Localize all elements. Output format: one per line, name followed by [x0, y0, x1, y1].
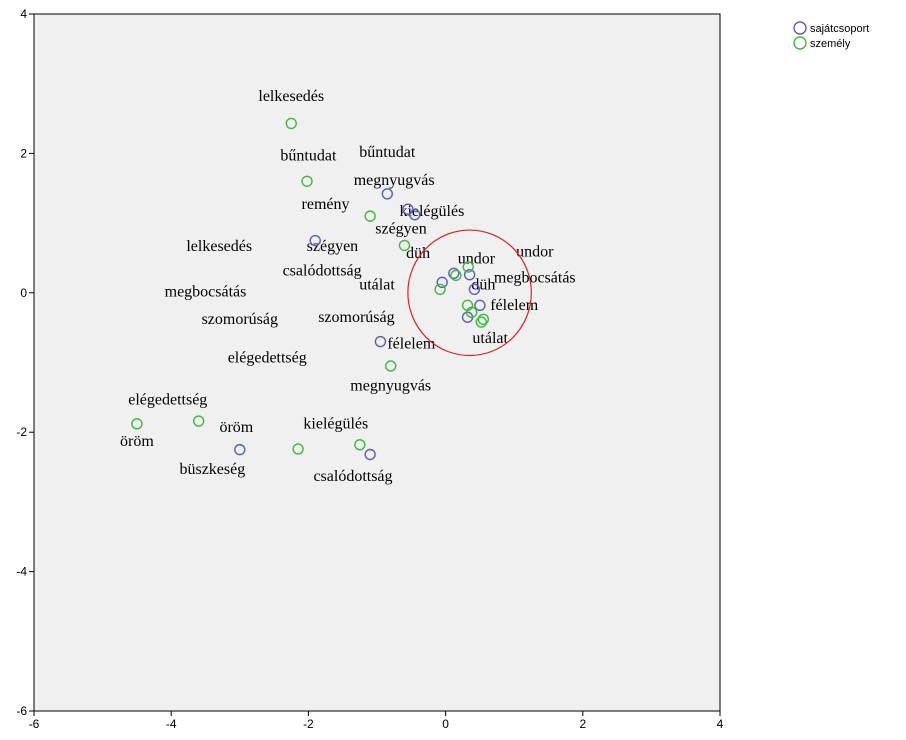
y-tick-label: 2 — [20, 146, 27, 160]
point-személy — [354, 439, 366, 451]
point-sajátcsoport — [436, 276, 448, 289]
y-tick-label: 4 — [20, 7, 27, 21]
point-label: undor — [516, 244, 554, 261]
point-label: undor — [458, 251, 496, 268]
plot-area — [33, 13, 721, 712]
point-label: szomorúság — [318, 309, 394, 326]
point-személy — [385, 360, 397, 372]
highlight-layer — [407, 229, 532, 357]
axis-ticks: -6 -4 -2 0 2 4 -6 -4 -2 0 2 4 — [16, 7, 723, 731]
legend-marker — [793, 36, 807, 50]
point-label: utálat — [472, 330, 508, 347]
y-tick-label: 0 — [20, 286, 27, 300]
point-személy — [398, 239, 411, 252]
point-label: lelkesedés — [186, 238, 252, 255]
x-tick-label: -2 — [303, 717, 314, 731]
point-label: megnyugvás — [354, 172, 435, 189]
point-label: szégyen — [307, 238, 359, 255]
point-személy — [292, 443, 304, 455]
point-sajátcsoport — [463, 268, 476, 281]
point-személy — [192, 415, 205, 427]
point-label: düh — [406, 245, 430, 262]
point-label: düh — [471, 276, 495, 293]
point-label: megnyugvás — [350, 377, 431, 394]
point-személy — [462, 261, 474, 273]
legend-label: sajátcsoport — [810, 23, 869, 35]
point-sajátcsoport — [364, 448, 376, 461]
point-sajátcsoport — [448, 267, 460, 279]
point-személy — [475, 316, 487, 328]
y-tick-label: -2 — [16, 425, 27, 439]
point-sajátcsoport — [309, 234, 321, 247]
point-label: megbocsátás — [494, 269, 576, 286]
point-label: bűntudat — [280, 147, 337, 164]
point-label: bűntudat — [359, 144, 416, 161]
point-sajátcsoport — [234, 443, 246, 456]
point-label: csalódottság — [313, 468, 392, 485]
point-label: megbocsátás — [165, 283, 247, 300]
y-tick-label: -6 — [16, 704, 27, 718]
legend: sajátcsoport személy — [793, 21, 869, 50]
point-label: elégedettség — [128, 391, 207, 408]
point-sajátcsoport — [381, 188, 393, 200]
scatter-points — [131, 117, 490, 461]
point-label: büszkeség — [179, 461, 245, 478]
point-label: öröm — [120, 433, 154, 450]
point-label: csalódottság — [283, 262, 362, 279]
x-tick-label: -4 — [166, 717, 177, 731]
point-személy — [465, 306, 478, 319]
legend-label: személy — [810, 38, 851, 50]
point-személy — [285, 117, 297, 130]
point-label: félelem — [387, 336, 436, 353]
point-label: kielégülés — [399, 203, 464, 220]
point-sajátcsoport — [402, 203, 414, 215]
point-label: remény — [302, 196, 350, 213]
point-személy — [131, 418, 143, 430]
point-sajátcsoport — [409, 209, 421, 221]
point-label: kielégülés — [303, 416, 368, 433]
point-label: utálat — [359, 276, 395, 293]
point-személy — [364, 210, 376, 222]
point-személy — [477, 313, 490, 325]
point-sajátcsoport — [374, 335, 387, 348]
point-label: öröm — [219, 419, 253, 436]
x-tick-label: 2 — [579, 717, 586, 731]
point-label: lelkesedés — [258, 88, 324, 105]
highlight-circle — [407, 229, 532, 357]
legend-marker — [793, 21, 807, 35]
point-személy — [450, 269, 462, 282]
point-sajátcsoport — [468, 283, 481, 296]
point-személy — [434, 283, 446, 296]
x-tick-label: 0 — [442, 717, 449, 731]
point-személy — [301, 175, 313, 187]
point-label: elégedettség — [228, 350, 307, 367]
point-label: félelem — [490, 297, 539, 314]
x-tick-label: 4 — [717, 717, 724, 731]
y-tick-label: -4 — [16, 565, 27, 579]
point-sajátcsoport — [474, 299, 486, 312]
point-label: szomorúság — [202, 311, 278, 328]
point-label: szégyen — [375, 221, 427, 238]
x-tick-label: -6 — [29, 717, 40, 731]
